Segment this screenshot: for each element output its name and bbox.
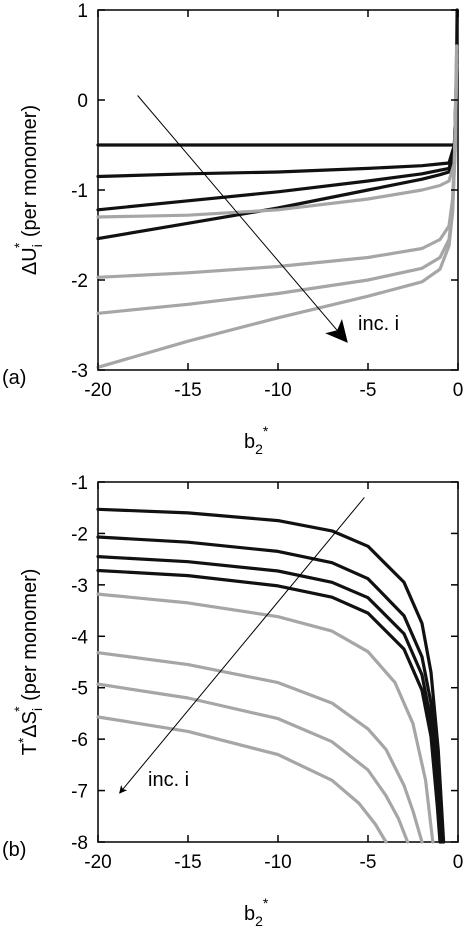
panel-b-series-4-line (96, 568, 442, 844)
panel-b-series-5-line (96, 592, 435, 844)
panel-a-series-4-line (96, 62, 459, 241)
panel-a-series-2-line (96, 80, 459, 179)
panel-a-xtick-label: 0 (453, 380, 464, 401)
panel-a-xlabel: b2* (244, 423, 269, 457)
panel-b-trend-arrow (119, 497, 365, 794)
panel-b-series-7-line (96, 682, 410, 844)
panel-b-xtick-label: -20 (84, 852, 111, 873)
panel-a-ytick-label: -3 (71, 361, 88, 382)
panel-b-xtick-label: 0 (453, 852, 464, 873)
panel-b-annotation: inc. i (148, 769, 189, 791)
panel-a-xtick-label: -15 (174, 380, 201, 401)
panel-b-xtick-label: -5 (360, 852, 377, 873)
panel-b-ylabel: T*ΔSi* (per monomer) (11, 569, 45, 756)
panel-a-plot-frame (97, 9, 459, 371)
panel-a: -20 -15 -10 -5 0-3-2-101 inc. i (a) b2* ΔUi*… (2, 1, 463, 457)
panel-a-label: (a) (2, 367, 26, 389)
panel-b: -20 -15 -10 -5 0-8-7-6-5-4-3-2-1 inc. i (b) … (2, 473, 463, 929)
panel-a-annotation: inc. i (358, 313, 399, 335)
panel-a-ylabel: ΔUi* (per monomer) (11, 105, 45, 275)
panel-b-ytick-label: -6 (71, 730, 88, 751)
panel-a-ytick-label: -1 (71, 181, 88, 202)
panel-b-ytick-label: -4 (71, 627, 88, 648)
panel-b-series-8-line (96, 715, 388, 844)
panel-a-xtick-label: -10 (264, 380, 291, 401)
panel-a-ticks: -20 -15 -10 -5 0-3-2-101 (71, 1, 463, 401)
panel-a-xtick-label: -5 (360, 380, 377, 401)
panel-b-series-2-line (96, 535, 444, 844)
panel-b-xtick-label: -15 (174, 852, 201, 873)
panel-a-xtick-label: -20 (84, 380, 111, 401)
panel-a-series-8-line (96, 62, 459, 369)
panel-a-series (96, 8, 459, 369)
panel-b-xtick-label: -10 (264, 852, 291, 873)
panel-b-ytick-label: -8 (71, 833, 88, 854)
panel-b-ytick-label: -2 (71, 524, 88, 545)
panel-b-label: (b) (2, 839, 26, 861)
panel-b-ticks: -20 -15 -10 -5 0 -8 -7 -6 -5 -4 -3 -2 -1 (71, 473, 463, 873)
panel-b-ytick-label: -1 (71, 473, 88, 494)
panel-b-ytick-label: -5 (71, 679, 88, 700)
panel-a-ytick-label: 0 (77, 91, 88, 112)
panel-a-series-1-line (96, 8, 459, 147)
panel-a-trend-arrow (137, 95, 348, 343)
panel-a-series-6-line (96, 44, 459, 279)
panel-a-ytick-label: 1 (77, 1, 88, 22)
panel-b-xlabel: b2* (244, 895, 269, 929)
panel-b-ytick-label: -3 (71, 576, 88, 597)
panel-a-series-3-line (96, 71, 459, 212)
panel-b-series-6-line (96, 651, 424, 844)
panel-b-series (96, 507, 446, 844)
panel-a-ytick-label: -2 (71, 271, 88, 292)
panel-b-series-1-line (96, 507, 446, 844)
panel-b-ytick-label: -7 (71, 782, 88, 803)
panel-b-series-3-line (96, 555, 443, 844)
